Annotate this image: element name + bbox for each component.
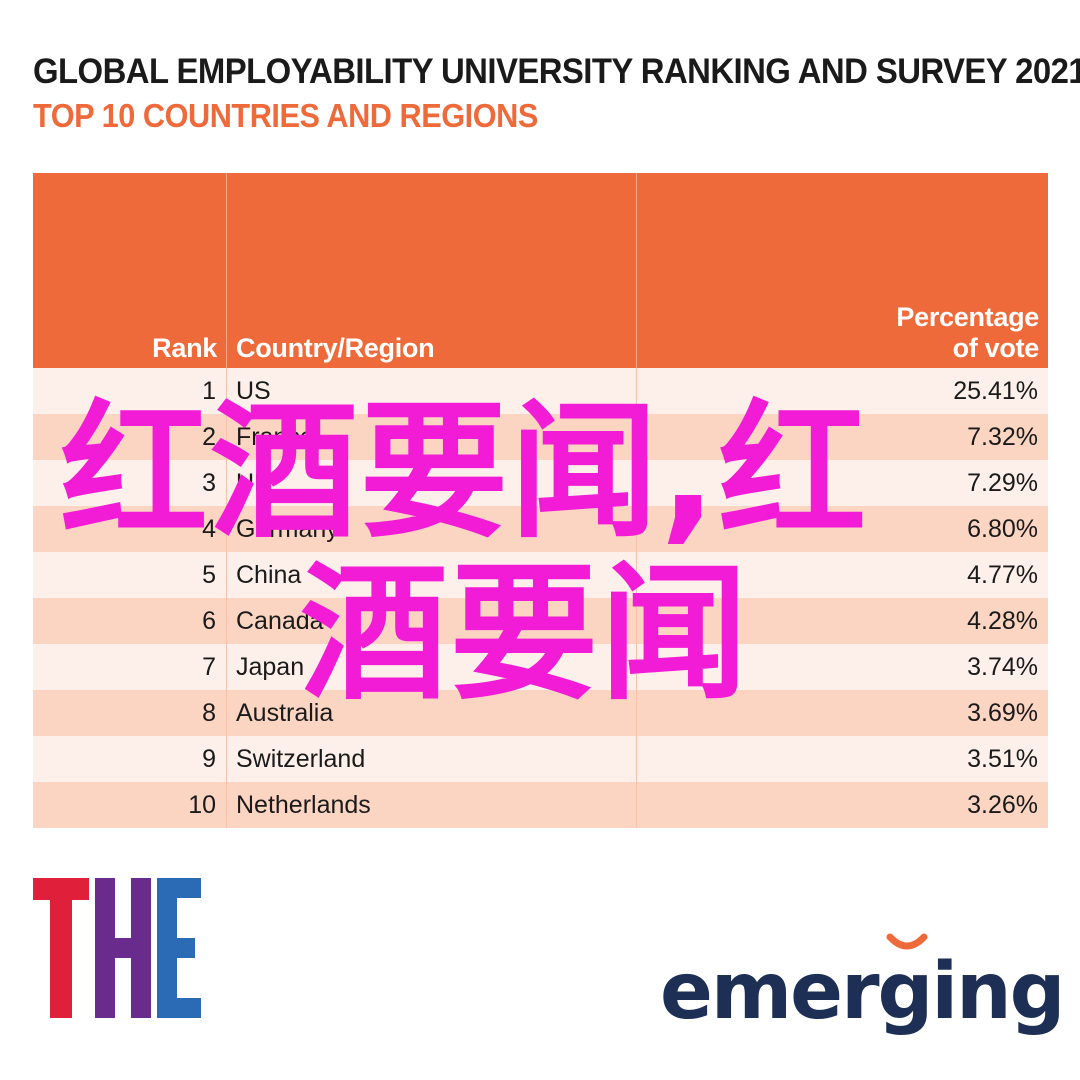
table-row: 5 China 4.77% [33,552,1048,598]
country-value: China [236,560,302,589]
table-row: 3 UK 7.29% [33,460,1048,506]
rank-value: 9 [202,744,216,773]
cell-rank: 2 [33,414,227,460]
table-body: 1 US 25.41% 2 France 7.32% 3 UK 7.29% 4 Germany 6.8… [33,368,1048,828]
rank-value: 8 [202,698,216,727]
country-value: Canada [236,606,324,635]
rank-value: 6 [202,606,216,635]
percentage-value: 7.29% [967,468,1038,497]
the-logo [33,878,201,1018]
column-header-country: Country/Region [227,173,637,368]
cell-rank: 5 [33,552,227,598]
rank-value: 3 [202,468,216,497]
cell-country: Germany [227,506,637,552]
table-row: 1 US 25.41% [33,368,1048,414]
cell-rank: 8 [33,690,227,736]
the-logo-e-top [157,878,201,898]
table-row: 8 Australia 3.69% [33,690,1048,736]
percentage-value: 4.77% [967,560,1038,589]
rank-value: 2 [202,422,216,451]
table-row: 2 France 7.32% [33,414,1048,460]
table-row: 6 Canada 4.28% [33,598,1048,644]
table-header: Rank Country/Region Percentage of vote [33,173,1048,368]
country-value: Japan [236,652,305,681]
country-value: Australia [236,698,334,727]
cell-rank: 3 [33,460,227,506]
cell-percentage: 4.28% [637,598,1048,644]
cell-percentage: 3.26% [637,782,1048,828]
cell-rank: 4 [33,506,227,552]
cell-country: China [227,552,637,598]
table-row: 4 Germany 6.80% [33,506,1048,552]
percentage-value: 3.26% [967,790,1038,819]
cell-rank: 6 [33,598,227,644]
rank-value: 5 [202,560,216,589]
the-logo-e-bottom [157,998,201,1018]
rank-value: 4 [202,514,216,543]
cell-country: France [227,414,637,460]
cell-country: US [227,368,637,414]
cell-percentage: 7.29% [637,460,1048,506]
cell-percentage: 3.51% [637,736,1048,782]
percentage-value: 6.80% [967,514,1038,543]
cell-country: Netherlands [227,782,637,828]
cell-rank: 7 [33,644,227,690]
percentage-value: 3.74% [967,652,1038,681]
country-value: France [236,422,314,451]
cell-country: Canada [227,598,637,644]
cell-percentage: 3.74% [637,644,1048,690]
country-value: Switzerland [236,744,366,773]
country-value: US [236,376,271,405]
table-row: 7 Japan 3.74% [33,644,1048,690]
cell-rank: 1 [33,368,227,414]
percentage-value: 3.51% [967,744,1038,773]
column-header-percentage-line1: Percentage [896,301,1039,332]
column-header-country-label: Country/Region [236,332,435,363]
table-row: 9 Switzerland 3.51% [33,736,1048,782]
percentage-value: 25.41% [953,376,1038,405]
cell-percentage: 25.41% [637,368,1048,414]
column-header-rank-label: Rank [152,332,217,363]
ranking-table: Rank Country/Region Percentage of vote 1… [33,173,1048,828]
country-value: Germany [236,514,339,543]
rank-value: 7 [202,652,216,681]
cell-country: Australia [227,690,637,736]
cell-country: Japan [227,644,637,690]
emerging-logo: emerging [660,933,1065,1045]
country-value: UK [236,468,271,497]
percentage-value: 7.32% [967,422,1038,451]
column-header-percentage: Percentage of vote [637,173,1048,368]
table-row: 10 Netherlands 3.26% [33,782,1048,828]
page-subtitle: TOP 10 COUNTRIES AND REGIONS [33,97,538,134]
country-value: Netherlands [236,790,371,819]
cell-rank: 9 [33,736,227,782]
page-title: GLOBAL EMPLOYABILITY UNIVERSITY RANKING … [33,52,1080,91]
the-logo-e-mid [157,938,195,958]
percentage-value: 4.28% [967,606,1038,635]
emerging-logo-text: emerging [660,947,1065,1037]
rank-value: 1 [202,376,216,405]
column-header-percentage-line2: of vote [952,332,1040,363]
emerging-smile-icon [886,933,928,950]
the-logo-t-stem [50,878,72,1018]
cell-country: UK [227,460,637,506]
cell-rank: 10 [33,782,227,828]
percentage-value: 3.69% [967,698,1038,727]
cell-country: Switzerland [227,736,637,782]
cell-percentage: 3.69% [637,690,1048,736]
rank-value: 10 [188,790,216,819]
cell-percentage: 6.80% [637,506,1048,552]
cell-percentage: 4.77% [637,552,1048,598]
the-logo-h-bar [95,938,151,958]
column-header-rank: Rank [33,173,227,368]
cell-percentage: 7.32% [637,414,1048,460]
